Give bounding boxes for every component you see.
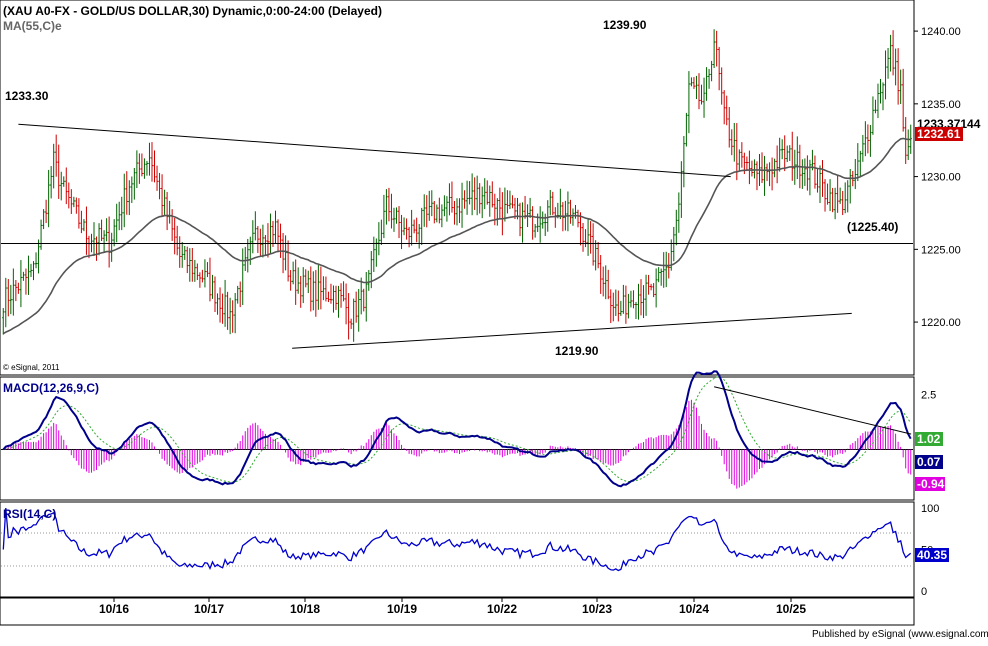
macd-value: 1.02 — [917, 432, 941, 446]
rsi-ytick-0: 100 — [921, 503, 939, 515]
annotation-high-left: 1233.30 — [5, 89, 49, 103]
date-label-5: 10/23 — [582, 602, 612, 616]
macd-value-box — [915, 432, 943, 446]
current-price-value-box — [915, 127, 963, 141]
signal-value-box — [915, 455, 943, 469]
price-ytick-2: 1230.00 — [921, 172, 961, 184]
trendline-0 — [18, 123, 731, 178]
macd-trendline — [714, 386, 912, 435]
axis-layer: 1240.00 1235.00 1230.00 1225.00 1220.00 2.5 10… — [99, 26, 985, 616]
date-label-6: 10/24 — [679, 602, 709, 616]
price-ytick-3: 1225.00 — [921, 244, 961, 256]
rsi-title: RSI(14,C) — [3, 507, 56, 521]
price-ytick-4: 1220.00 — [921, 317, 961, 329]
date-label-4: 10/22 — [487, 602, 517, 616]
rsi-value-box — [915, 548, 949, 562]
rsi-line — [2, 508, 912, 572]
rsi-ytick-2: 0 — [921, 586, 927, 598]
rsi-layer — [1, 508, 913, 572]
macd-title: MACD(12,26,9,C) — [3, 381, 99, 395]
trendline-1 — [292, 312, 852, 349]
ma-label: MA(55,C)e — [3, 19, 62, 33]
hist-value: -0.94 — [917, 477, 945, 491]
macd-layer — [1, 370, 913, 489]
date-label-0: 10/16 — [99, 602, 129, 616]
ma-line — [2, 137, 911, 335]
annotation-high-top: 1239.90 — [603, 18, 647, 32]
macd-panel-frame — [0, 376, 915, 501]
date-axis-frame — [0, 597, 915, 626]
date-label-3: 10/19 — [387, 602, 417, 616]
price-ytick-1: 1235.00 — [921, 99, 961, 111]
date-label-2: 10/18 — [290, 602, 320, 616]
date-label-7: 10/25 — [776, 602, 806, 616]
macd-ytick-0: 2.5 — [921, 389, 936, 401]
date-label-1: 10/17 — [194, 602, 224, 616]
macd-line — [2, 370, 912, 488]
annotation-low: 1219.90 — [555, 344, 599, 358]
footer-label: Published by eSignal (www.esignal.com) — [812, 629, 988, 640]
price-layer — [1, 29, 913, 349]
chart-title: (XAU A0-FX - GOLD/US DOLLAR,30) Dynamic,… — [3, 4, 382, 18]
annotation-support: (1225.40) — [847, 220, 898, 234]
hist-value-box — [915, 477, 945, 491]
signal-value: 0.07 — [917, 455, 941, 469]
price-ytick-0: 1240.00 — [921, 26, 961, 38]
rsi-value: 40.35 — [917, 548, 947, 562]
price-panel-frame — [0, 0, 915, 376]
copyright-label: © eSignal, 2011 — [3, 363, 60, 372]
rsi-panel-frame — [0, 501, 915, 598]
current-price-value: 1232.61 — [917, 127, 961, 141]
macd-signal-line — [3, 376, 912, 483]
